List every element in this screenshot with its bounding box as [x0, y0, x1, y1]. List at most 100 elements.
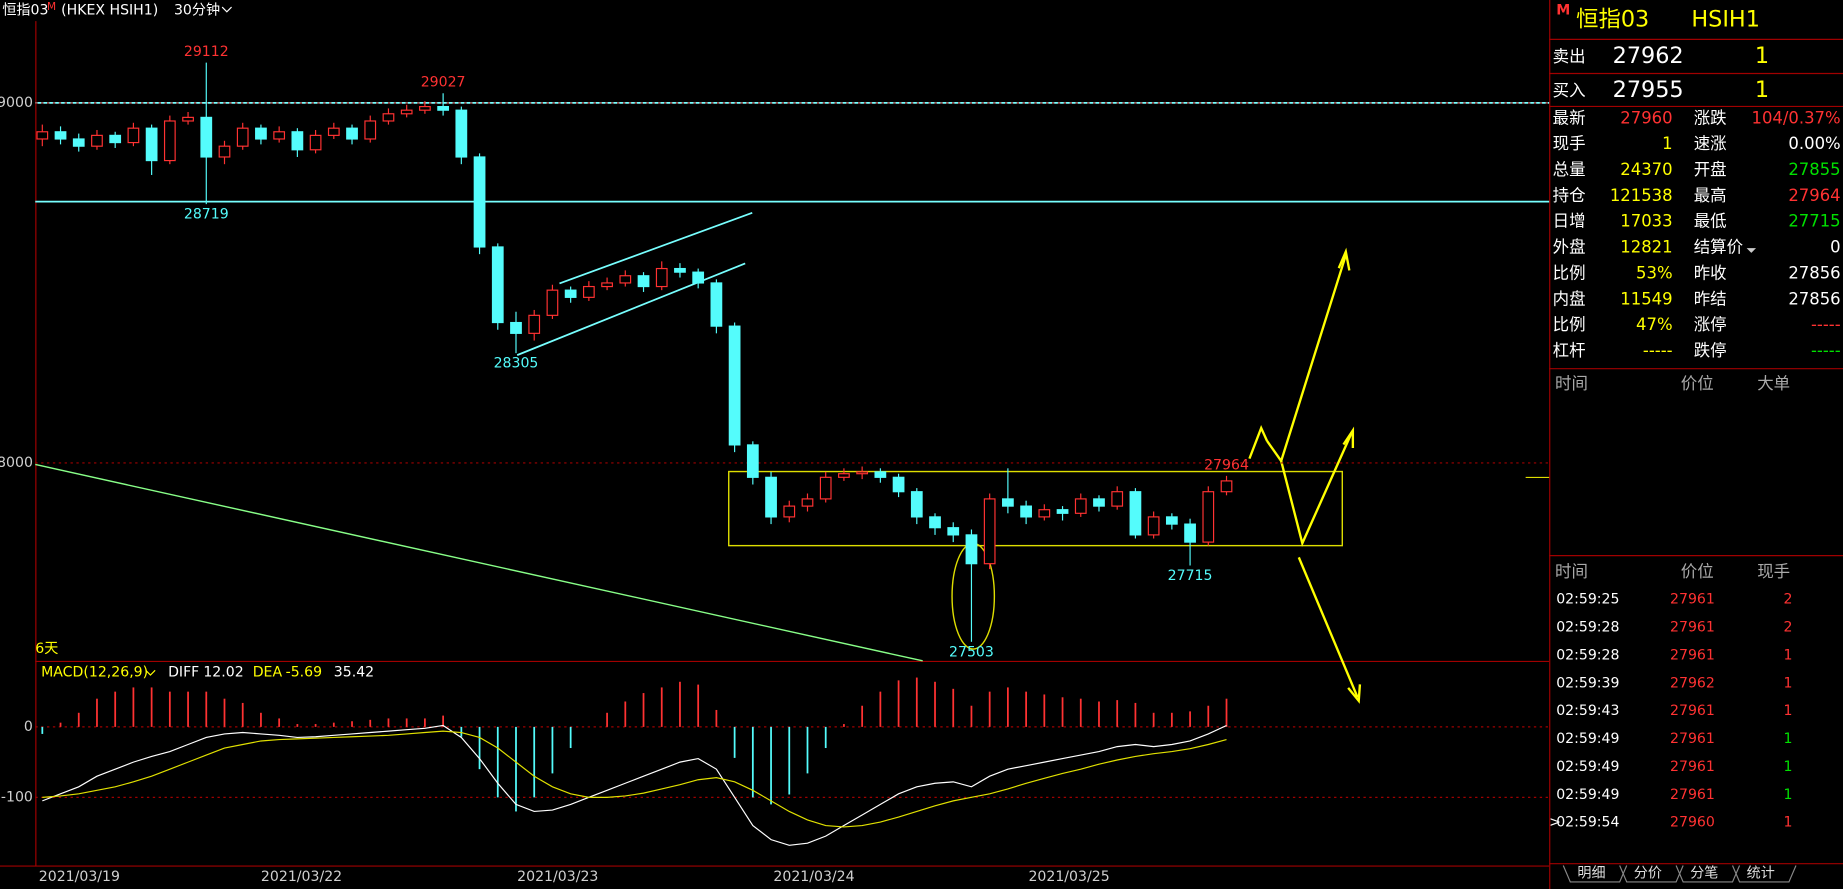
- trade-time: 02:59:28: [1556, 647, 1619, 663]
- tab[interactable]: 分价: [1634, 866, 1662, 882]
- candle-body: [765, 476, 777, 518]
- candle-body: [546, 289, 559, 316]
- quote-value: 17033: [1620, 212, 1672, 231]
- candle-body: [783, 505, 796, 518]
- column-header: 时间: [1555, 562, 1588, 581]
- quote-value: 11549: [1620, 289, 1672, 308]
- trade-time: 02:59:49: [1556, 787, 1619, 803]
- quote-label: 昨收: [1694, 263, 1727, 282]
- diff-label: DIFF: [168, 665, 199, 681]
- quote-label: 速涨: [1694, 134, 1727, 153]
- price-annotation: 29112: [184, 44, 229, 60]
- candle-body: [255, 127, 267, 140]
- trade-time: 02:59:28: [1556, 620, 1619, 636]
- trade-size: 1: [1783, 787, 1792, 803]
- candle-body: [692, 271, 705, 284]
- y-tick-label: -100: [1, 789, 33, 805]
- range-box: [728, 470, 1343, 547]
- y-tick-label: 8000: [0, 455, 33, 471]
- tab-shape[interactable]: [1731, 865, 1797, 883]
- quote-label: 结算价: [1694, 238, 1743, 257]
- column-header: 价位: [1681, 374, 1714, 393]
- channel-line: [516, 262, 746, 356]
- quote-label: 开盘: [1694, 160, 1727, 179]
- dea-label: DEA: [253, 665, 283, 681]
- quote-value: 104/0.37%: [1752, 108, 1841, 127]
- column-header: 时间: [1555, 374, 1588, 393]
- candle-body: [819, 476, 832, 500]
- candle-body: [1056, 509, 1069, 514]
- trade-time: 02:59:49: [1556, 759, 1619, 775]
- badge: M: [47, 1, 56, 13]
- quote-label: 现手: [1553, 134, 1586, 153]
- candle-body: [746, 444, 759, 478]
- candle-body: [637, 275, 650, 288]
- price-annotation: 27964: [1204, 457, 1249, 473]
- candle-body: [710, 282, 723, 327]
- candle-body: [309, 134, 322, 151]
- channel-line: [559, 212, 753, 285]
- quote-label: 昨结: [1694, 289, 1727, 308]
- candle-body: [491, 246, 504, 324]
- candle-body: [437, 105, 449, 111]
- quote-value: 53%: [1636, 263, 1673, 282]
- trade-size: 2: [1783, 620, 1792, 636]
- candle-body: [1220, 480, 1233, 493]
- x-tick-label: 2021/03/19: [39, 869, 120, 885]
- price-annotation: 29027: [421, 75, 466, 91]
- quote-label: 日增: [1553, 212, 1586, 231]
- candle-body: [1093, 498, 1105, 507]
- trade-price: 27961: [1670, 703, 1715, 719]
- candle-body: [947, 527, 960, 536]
- ask-price: 27962: [1613, 43, 1684, 69]
- tab[interactable]: 明细: [1577, 866, 1605, 882]
- price-annotation: 28305: [494, 356, 539, 372]
- candle-body: [1129, 491, 1142, 536]
- candle-body: [218, 145, 231, 158]
- candle-body: [510, 321, 522, 334]
- drawings: [35, 102, 1550, 704]
- candle-body: [728, 325, 741, 446]
- quote-label: 涨跌: [1694, 108, 1727, 127]
- trade-time: 02:59:54: [1556, 815, 1619, 831]
- trade-price: 27960: [1670, 815, 1715, 831]
- candle-body: [838, 473, 850, 478]
- ask-label: 卖出: [1553, 47, 1586, 66]
- period[interactable]: 30分钟: [174, 2, 220, 19]
- candle-body: [1202, 491, 1215, 543]
- quote-value: 24370: [1620, 160, 1672, 179]
- candle-body: [1165, 516, 1178, 525]
- quote-value: 27964: [1788, 186, 1840, 205]
- quote-value: 27855: [1788, 160, 1840, 179]
- quote-code: HSIH1: [1691, 6, 1760, 32]
- bid-label: 买入: [1553, 81, 1586, 100]
- trade-price: 27961: [1670, 731, 1715, 747]
- badge-box: [1553, 2, 1568, 19]
- candle-body: [856, 471, 869, 475]
- macd-chevron[interactable]: [145, 669, 156, 676]
- candle-body: [54, 131, 67, 140]
- candle-body: [400, 109, 413, 115]
- bid-price: 27955: [1613, 77, 1684, 103]
- candle-body: [200, 116, 213, 158]
- quote-value: 0: [1830, 238, 1840, 257]
- y-tick-label: 0: [24, 719, 33, 735]
- candle-body: [236, 127, 249, 147]
- macd-title[interactable]: MACD(12,26,9): [41, 665, 148, 681]
- quote-value: 121538: [1610, 186, 1673, 205]
- quote-value: 27856: [1788, 263, 1840, 282]
- settle-icon[interactable]: [1746, 248, 1757, 253]
- x-tick-label: 2021/03/25: [1028, 869, 1109, 885]
- candle-body: [674, 267, 686, 273]
- range-label: 6天: [35, 641, 58, 657]
- candle-body: [801, 498, 814, 507]
- period-chevron[interactable]: [221, 6, 232, 13]
- candle-body: [163, 120, 176, 162]
- candle-body: [291, 131, 304, 151]
- tab[interactable]: 统计: [1747, 866, 1775, 882]
- tab[interactable]: 分笔: [1690, 866, 1718, 882]
- trade-size: 1: [1783, 731, 1792, 747]
- quote-label: 内盘: [1553, 289, 1586, 308]
